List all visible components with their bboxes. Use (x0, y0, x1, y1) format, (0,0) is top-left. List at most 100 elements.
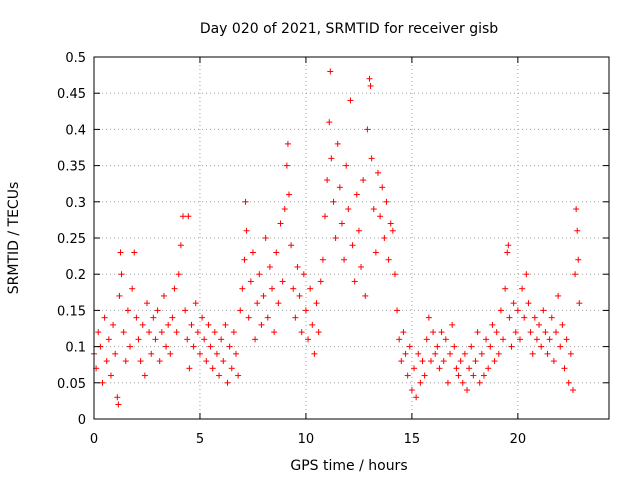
data-point (360, 177, 367, 184)
data-point (573, 206, 580, 213)
data-point (402, 350, 409, 357)
data-point (252, 336, 259, 343)
data-point (525, 300, 532, 307)
data-point (491, 358, 498, 365)
data-point (559, 321, 566, 328)
data-point (99, 379, 106, 386)
data-point (216, 372, 223, 379)
data-point (332, 235, 339, 241)
data-point (120, 329, 127, 336)
data-point (112, 350, 119, 357)
data-points (91, 68, 583, 408)
data-point (139, 321, 146, 328)
data-point (447, 350, 454, 357)
data-point (531, 314, 538, 321)
data-point (188, 321, 195, 328)
data-point (495, 350, 502, 357)
data-point (451, 343, 458, 350)
data-point (243, 227, 250, 234)
data-point (574, 227, 581, 234)
data-point (173, 329, 180, 336)
data-point (309, 321, 316, 328)
data-point (324, 177, 331, 184)
data-point (160, 292, 167, 299)
data-point (285, 191, 292, 198)
data-point (455, 372, 462, 379)
data-point (476, 379, 483, 386)
data-point (478, 350, 485, 357)
data-point (264, 314, 271, 321)
data-point (283, 162, 290, 169)
data-point (351, 278, 358, 285)
data-point (288, 242, 295, 249)
data-point (575, 256, 582, 263)
data-point (527, 329, 534, 336)
data-point (137, 358, 144, 365)
y-tick-label: 0.45 (57, 87, 86, 102)
data-point (222, 321, 229, 328)
data-point (185, 213, 192, 220)
data-point (207, 343, 214, 350)
y-tick-label: 0 (78, 413, 86, 428)
data-point (180, 213, 187, 220)
data-point (133, 314, 140, 321)
data-point (544, 350, 551, 357)
data-point (372, 249, 379, 256)
data-point (292, 314, 299, 321)
data-point (163, 343, 170, 350)
data-point (115, 401, 122, 408)
data-point (201, 336, 208, 343)
data-point (330, 198, 337, 205)
data-point (536, 321, 543, 328)
data-point (95, 329, 102, 336)
data-point (493, 329, 500, 336)
data-point (438, 329, 445, 336)
data-point (107, 372, 114, 379)
data-point (383, 198, 390, 205)
data-point (177, 242, 184, 249)
data-point (322, 213, 329, 220)
data-point (152, 336, 159, 343)
data-point (218, 336, 225, 343)
data-point (533, 336, 540, 343)
data-point (319, 256, 326, 263)
data-point (502, 285, 509, 292)
data-point (254, 300, 261, 307)
data-point (262, 235, 269, 241)
data-point (103, 358, 110, 365)
data-point (440, 358, 447, 365)
x-tick-label: 10 (298, 432, 315, 447)
data-point (199, 314, 206, 321)
data-point (453, 365, 460, 372)
data-point (521, 314, 528, 321)
data-point (302, 307, 309, 314)
data-point (273, 249, 280, 256)
data-point (269, 285, 276, 292)
data-point (127, 343, 134, 350)
data-point (364, 126, 371, 133)
data-point (328, 155, 335, 162)
x-axis-ticks: 0 5 10 15 20 (90, 57, 526, 447)
data-point (226, 343, 233, 350)
data-point (209, 365, 216, 372)
data-point (169, 314, 176, 321)
data-point (279, 278, 286, 285)
data-point (442, 336, 449, 343)
data-point (411, 365, 418, 372)
data-point (466, 365, 473, 372)
data-point (277, 220, 284, 227)
x-tick-label: 20 (510, 432, 527, 447)
data-point (459, 379, 466, 386)
data-point (122, 358, 129, 365)
data-point (114, 394, 121, 401)
data-point (468, 343, 475, 350)
data-point (247, 278, 254, 285)
data-point (474, 329, 481, 336)
x-tick-label: 5 (196, 432, 204, 447)
data-point (266, 263, 273, 270)
data-point (186, 365, 193, 372)
y-tick-label: 0.35 (57, 160, 86, 175)
data-point (203, 358, 210, 365)
data-point (421, 372, 428, 379)
data-point (400, 329, 407, 336)
